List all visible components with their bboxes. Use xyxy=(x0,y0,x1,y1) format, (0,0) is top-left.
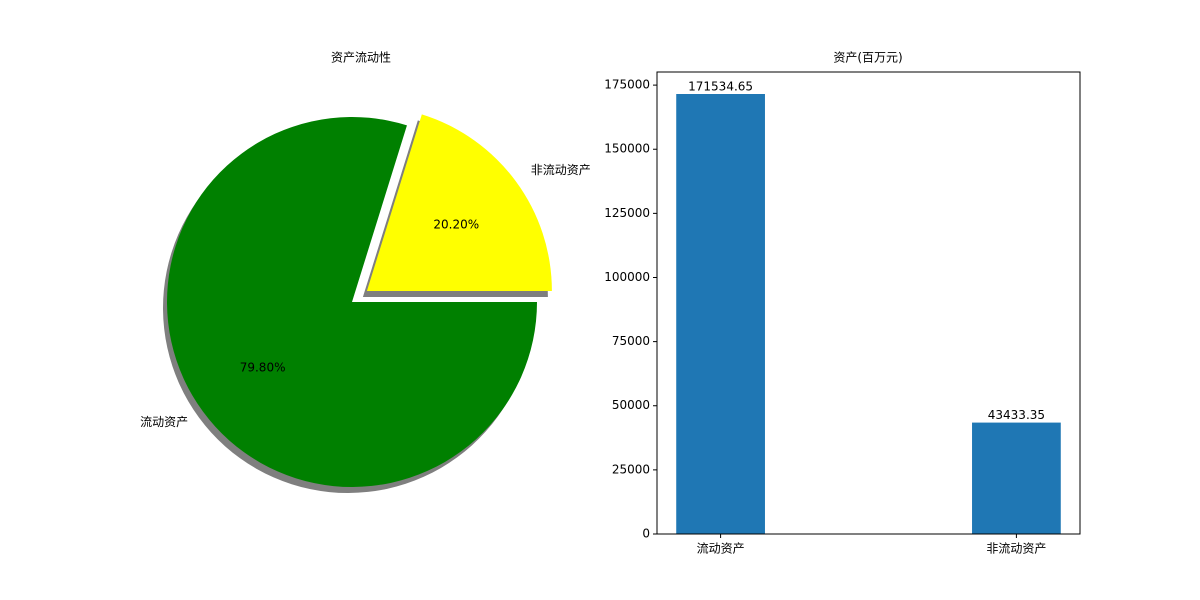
x-tick-label: 流动资产 xyxy=(697,542,745,556)
y-tick-label: 100000 xyxy=(604,270,650,284)
slice-label: 流动资产 xyxy=(140,415,188,429)
bar-value-label: 171534.65 xyxy=(688,79,753,93)
pie-slice xyxy=(167,117,538,488)
bar xyxy=(972,422,1061,534)
y-tick-label: 150000 xyxy=(604,142,650,156)
axes-frame xyxy=(656,71,1081,535)
y-tick-label: 75000 xyxy=(612,334,650,348)
slice-label: 非流动资产 xyxy=(531,163,591,177)
bar-title: 资产(百万元) xyxy=(833,51,902,65)
pct-label: 20.20% xyxy=(433,218,479,232)
y-tick-label: 125000 xyxy=(604,206,650,220)
y-tick-label: 25000 xyxy=(612,462,650,476)
pie-title: 资产流动性 xyxy=(331,51,391,65)
bar-value-label: 43433.35 xyxy=(988,408,1045,422)
pie-slice xyxy=(366,114,552,292)
x-tick-label: 非流动资产 xyxy=(986,542,1046,556)
pct-label: 79.80% xyxy=(240,360,286,374)
bar xyxy=(676,93,765,534)
y-tick-label: 175000 xyxy=(604,78,650,92)
y-tick-label: 0 xyxy=(642,527,650,541)
y-tick-label: 50000 xyxy=(612,398,650,412)
